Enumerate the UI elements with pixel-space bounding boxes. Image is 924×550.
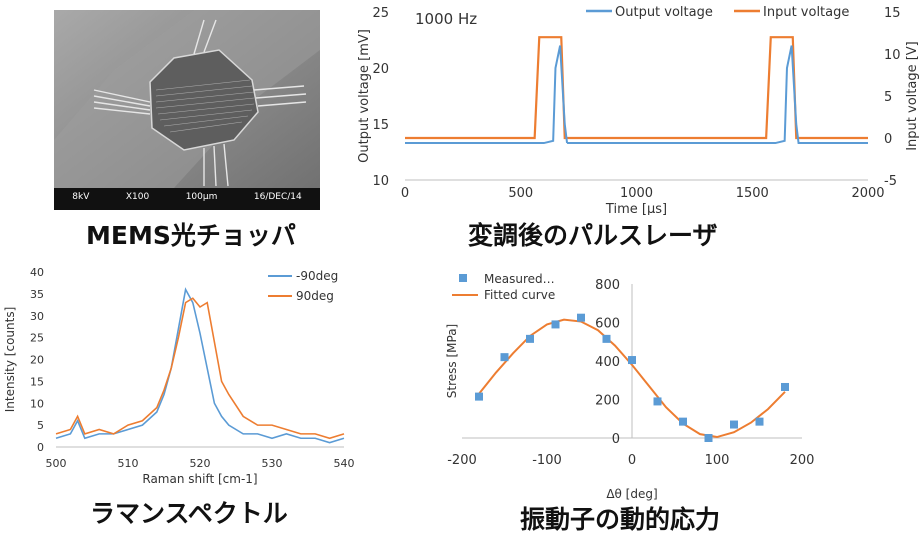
y-tick-label: 25 bbox=[30, 332, 44, 345]
sem-scale-bar: 100μm bbox=[185, 192, 218, 202]
data-point-measured bbox=[755, 417, 764, 426]
y-tick-label: 200 bbox=[595, 394, 620, 409]
data-point-measured bbox=[628, 356, 636, 365]
series-input-voltage-line bbox=[405, 36, 868, 140]
caption-stress: 振動子の動的応力 bbox=[520, 505, 721, 534]
data-point-measured bbox=[500, 353, 509, 362]
x-tick-label: 2000 bbox=[851, 186, 884, 201]
y-tick-label: 400 bbox=[595, 355, 620, 370]
data-point-measured bbox=[602, 334, 611, 343]
y-tick-label: 600 bbox=[595, 317, 620, 332]
sem-micrograph bbox=[54, 10, 320, 210]
y-tick-label: 25 bbox=[372, 6, 389, 21]
legend-label-input: Input voltage bbox=[763, 5, 849, 20]
legend-label-fitted: Fitted curve bbox=[484, 288, 555, 302]
x-tick-label: 1000 bbox=[620, 186, 653, 201]
x-axis-title: Time [μs] bbox=[605, 202, 667, 215]
pulse-chart: 0 500 1000 1500 2000 10 15 20 25 -5 0 5 10 15 Time [μs… bbox=[357, 5, 920, 215]
data-point-measured bbox=[526, 334, 534, 343]
data-point-measured bbox=[730, 420, 738, 429]
x-tick-label: -100 bbox=[532, 453, 562, 468]
x-tick-label: 520 bbox=[190, 457, 211, 470]
y-tick-label: 15 bbox=[30, 375, 44, 388]
y-tick-label: 0 bbox=[37, 441, 44, 454]
legend-label-output: Output voltage bbox=[615, 5, 713, 20]
sem-voltage: 8kV bbox=[72, 192, 90, 202]
data-point-measured bbox=[551, 320, 560, 329]
y-axis-title: Stress [MPa] bbox=[445, 324, 459, 398]
sem-image: 8kV X100 100μm 16/DEC/14 bbox=[54, 10, 320, 210]
x-tick-label: 0 bbox=[401, 186, 409, 201]
series-line-90deg bbox=[55, 297, 345, 440]
x-tick-label: 1500 bbox=[736, 186, 769, 201]
caption-pulse: 変調後のパルスレーザ bbox=[468, 221, 718, 250]
y-axis-title: Intensity [counts] bbox=[3, 307, 17, 413]
series-output-voltage-line bbox=[567, 45, 868, 145]
data-point-measured bbox=[679, 417, 687, 426]
legend-label: -90deg bbox=[296, 269, 338, 283]
x-tick-label: 100 bbox=[705, 453, 730, 468]
chart-annotation: 1000 Hz bbox=[415, 10, 477, 28]
series-line-minus-90deg bbox=[55, 287, 345, 444]
y-tick-label: 5 bbox=[37, 419, 44, 432]
y-tick-label: 20 bbox=[372, 62, 389, 77]
series-output-voltage-line bbox=[405, 45, 569, 145]
data-point-measured bbox=[475, 392, 483, 401]
y-tick-label: 15 bbox=[372, 118, 389, 133]
x-tick-label: 530 bbox=[262, 457, 283, 470]
y-tick-label: 800 bbox=[595, 278, 620, 293]
legend-label: 90deg bbox=[296, 289, 334, 303]
sem-scale-info: 8kV X100 100μm 16/DEC/14 bbox=[54, 192, 320, 202]
y-tick-label: 10 bbox=[30, 397, 44, 410]
data-point-measured bbox=[577, 313, 585, 322]
caption-mems: MEMS光チョッパ bbox=[86, 221, 296, 250]
y2-tick-label: 5 bbox=[884, 90, 892, 105]
y-tick-label: 0 bbox=[612, 432, 620, 447]
data-point-measured bbox=[781, 382, 789, 391]
sem-magnification: X100 bbox=[125, 192, 150, 202]
y-tick-label: 20 bbox=[30, 354, 44, 367]
sem-date: 16/DEC/14 bbox=[253, 192, 302, 202]
y-axis-title: Output voltage [mV] bbox=[357, 29, 372, 163]
y-tick-label: 35 bbox=[30, 288, 44, 301]
y2-tick-label: 15 bbox=[884, 6, 901, 21]
y2-tick-label: 10 bbox=[884, 48, 901, 63]
x-tick-label: 510 bbox=[118, 457, 139, 470]
x-tick-label: 200 bbox=[790, 453, 815, 468]
x-tick-label: 540 bbox=[334, 457, 355, 470]
y2-axis-title: Input voltage [V] bbox=[905, 41, 920, 151]
y2-tick-label: -5 bbox=[884, 174, 897, 189]
x-axis-title: Δθ [deg] bbox=[606, 487, 657, 501]
legend-label-measured: Measured… bbox=[484, 272, 555, 286]
y2-tick-label: 0 bbox=[884, 132, 892, 147]
x-tick-label: 500 bbox=[46, 457, 67, 470]
x-axis-title: Raman shift [cm-1] bbox=[142, 472, 257, 486]
stress-chart: -200 -100 0 100 200 0 200 400 600 800 Δθ [deg] Stre… bbox=[445, 272, 815, 501]
x-tick-label: 500 bbox=[508, 186, 533, 201]
data-point-measured bbox=[653, 397, 662, 406]
x-tick-label: -200 bbox=[447, 453, 477, 468]
y-tick-label: 40 bbox=[30, 266, 44, 279]
y-tick-label: 10 bbox=[372, 174, 389, 189]
x-tick-label: 0 bbox=[628, 453, 636, 468]
caption-raman: ラマンスペクトル bbox=[90, 499, 288, 528]
legend-swatch-measured bbox=[459, 274, 467, 282]
y-tick-label: 30 bbox=[30, 310, 44, 323]
data-point-measured bbox=[704, 434, 713, 442]
